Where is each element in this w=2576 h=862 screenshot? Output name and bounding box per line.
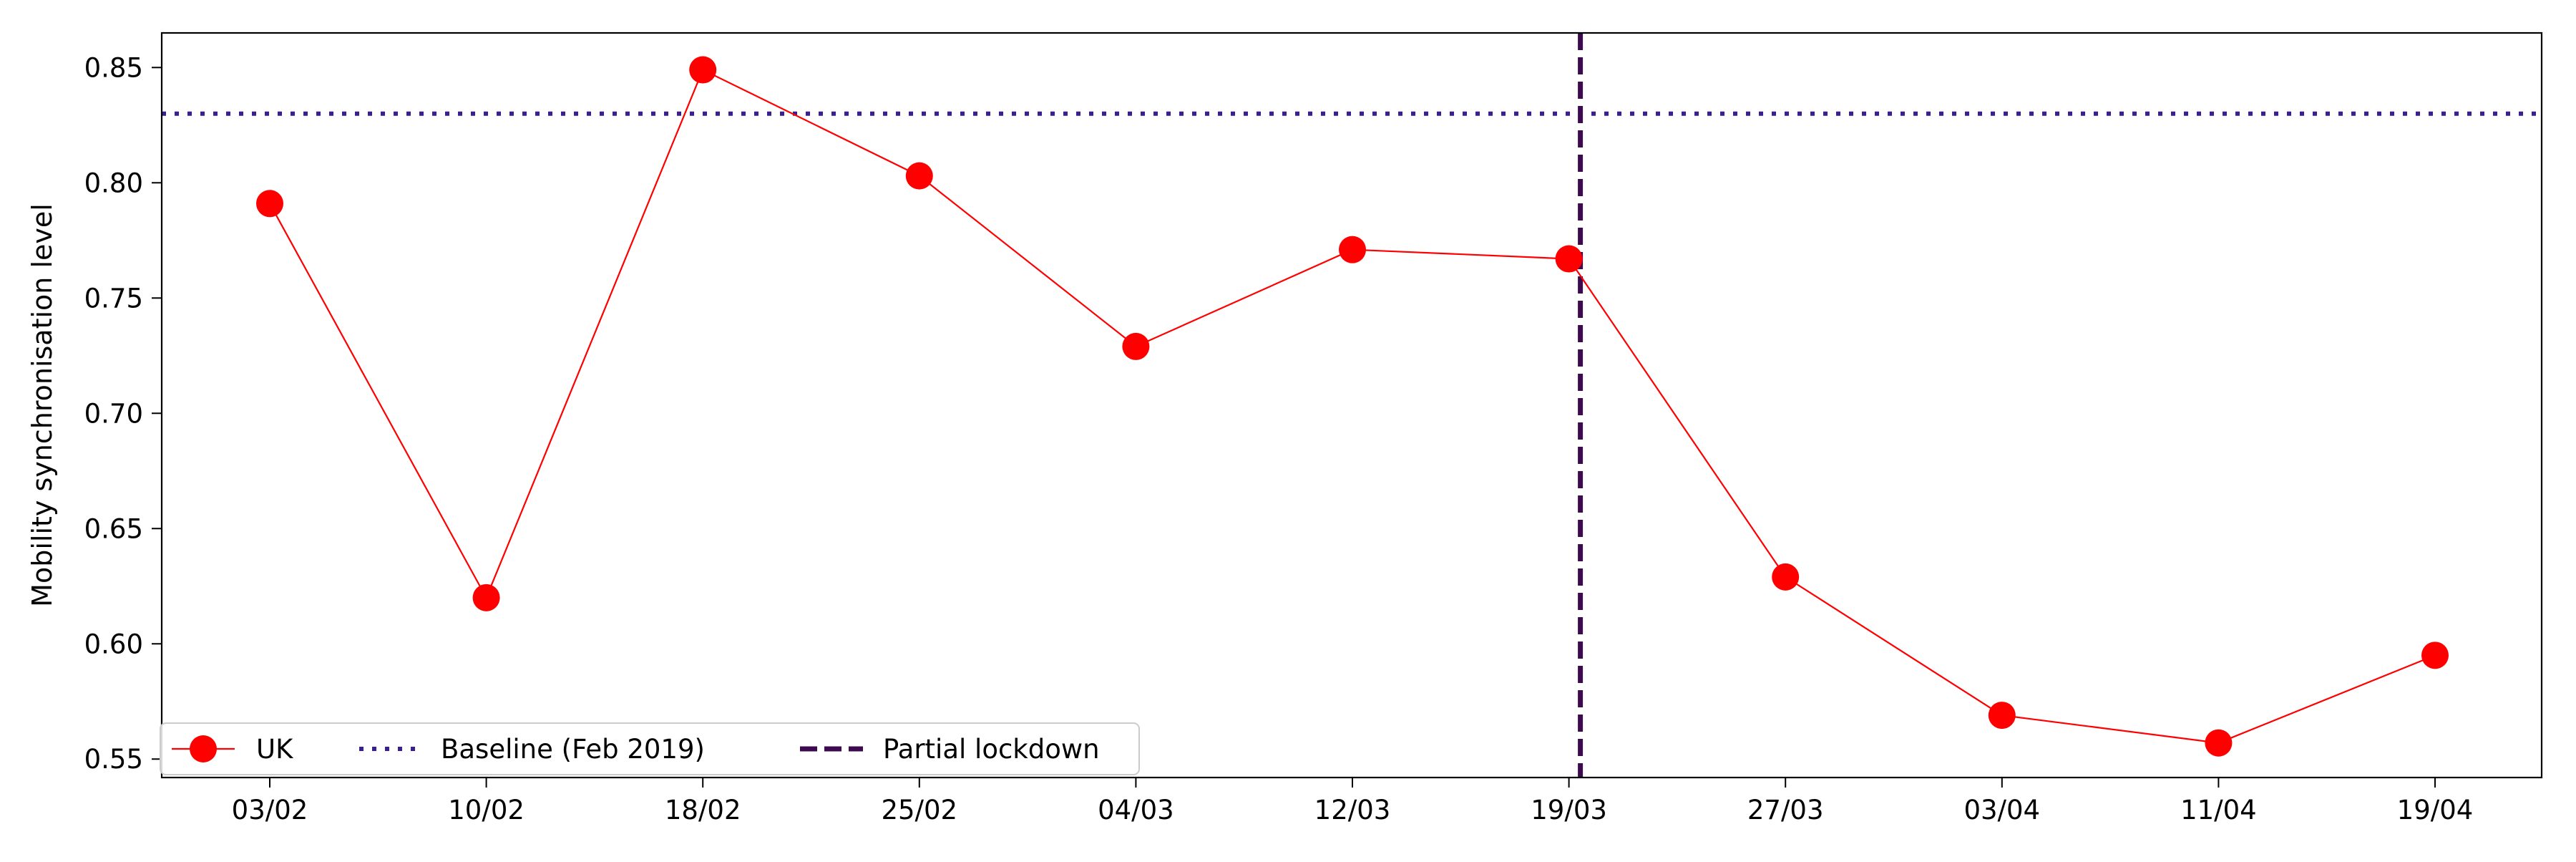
legend: UK Baseline (Feb 2019) Partial lockdown bbox=[160, 722, 1140, 775]
data-point bbox=[689, 56, 717, 84]
x-tick-label: 12/03 bbox=[1314, 795, 1391, 825]
legend-box bbox=[160, 722, 1140, 775]
x-tick-label: 03/02 bbox=[232, 795, 308, 825]
legend-label-uk: UK bbox=[256, 734, 294, 765]
data-point bbox=[1988, 702, 2016, 730]
x-tick-label: 04/03 bbox=[1098, 795, 1174, 825]
legend-swatch-uk-marker bbox=[190, 735, 217, 762]
y-tick-label: 0.65 bbox=[84, 513, 143, 544]
data-point bbox=[1772, 563, 1800, 591]
x-tick-label: 19/03 bbox=[1531, 795, 1607, 825]
x-tick-label: 25/02 bbox=[881, 795, 957, 825]
x-tick-label: 11/04 bbox=[2180, 795, 2257, 825]
x-tick-label: 18/02 bbox=[665, 795, 741, 825]
legend-label-baseline: Baseline (Feb 2019) bbox=[441, 734, 705, 765]
y-axis: 0.55 0.60 0.65 0.70 0.75 0.80 0.85 bbox=[84, 52, 162, 775]
data-point bbox=[2421, 641, 2449, 669]
plot-area bbox=[162, 33, 2542, 778]
data-point bbox=[1555, 245, 1583, 273]
y-tick-label: 0.80 bbox=[84, 168, 143, 198]
x-tick-label: 03/04 bbox=[1963, 795, 2040, 825]
y-tick-label: 0.70 bbox=[84, 398, 143, 429]
y-axis-label: Mobility synchronisation level bbox=[26, 203, 58, 607]
data-point bbox=[905, 162, 933, 190]
y-tick-label: 0.85 bbox=[84, 52, 143, 83]
x-tick-label: 27/03 bbox=[1747, 795, 1824, 825]
data-point bbox=[256, 190, 283, 218]
x-tick-label: 10/02 bbox=[448, 795, 525, 825]
data-point bbox=[2205, 729, 2233, 757]
data-point bbox=[1122, 332, 1150, 360]
data-point bbox=[1339, 236, 1366, 263]
x-axis: 03/02 10/02 18/02 25/02 04/03 12/03 19/03 27/03… bbox=[232, 778, 2474, 825]
y-tick-label: 0.55 bbox=[84, 744, 143, 775]
data-point bbox=[472, 583, 500, 611]
x-tick-label: 19/04 bbox=[2397, 795, 2474, 825]
legend-label-lockdown: Partial lockdown bbox=[883, 734, 1100, 765]
y-tick-label: 0.60 bbox=[84, 629, 143, 659]
y-tick-label: 0.75 bbox=[84, 283, 143, 314]
